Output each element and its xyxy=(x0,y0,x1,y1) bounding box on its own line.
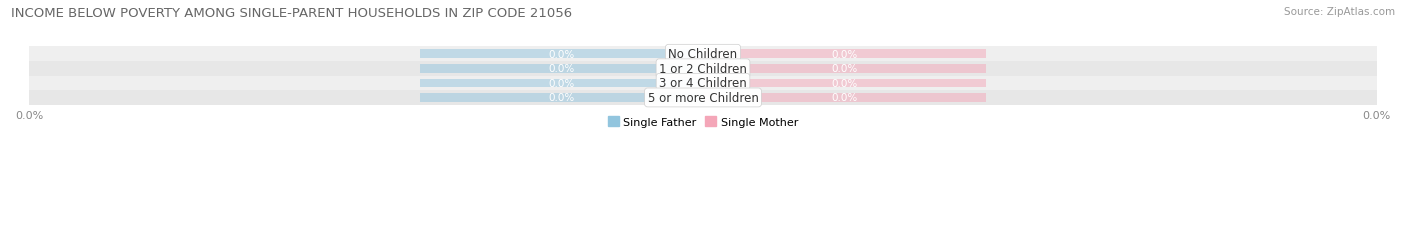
Bar xyxy=(703,79,986,88)
Text: 0.0%: 0.0% xyxy=(548,79,575,88)
Legend: Single Father, Single Mother: Single Father, Single Mother xyxy=(603,112,803,132)
Bar xyxy=(703,94,986,102)
Text: 0.0%: 0.0% xyxy=(548,93,575,103)
Text: 3 or 4 Children: 3 or 4 Children xyxy=(659,77,747,90)
Bar xyxy=(703,50,986,59)
Bar xyxy=(420,79,703,88)
Bar xyxy=(420,50,703,59)
Text: 0.0%: 0.0% xyxy=(831,79,858,88)
Text: 0.0%: 0.0% xyxy=(831,93,858,103)
Bar xyxy=(30,62,1376,76)
Text: No Children: No Children xyxy=(668,48,738,61)
Text: 0.0%: 0.0% xyxy=(831,64,858,74)
Bar xyxy=(703,65,986,73)
Bar xyxy=(30,91,1376,105)
Text: 0.0%: 0.0% xyxy=(548,49,575,60)
Text: 0.0%: 0.0% xyxy=(831,49,858,60)
Text: 5 or more Children: 5 or more Children xyxy=(648,91,758,104)
Bar xyxy=(420,94,703,102)
Bar xyxy=(30,76,1376,91)
Text: 1 or 2 Children: 1 or 2 Children xyxy=(659,63,747,76)
Bar xyxy=(420,65,703,73)
Text: INCOME BELOW POVERTY AMONG SINGLE-PARENT HOUSEHOLDS IN ZIP CODE 21056: INCOME BELOW POVERTY AMONG SINGLE-PARENT… xyxy=(11,7,572,20)
Text: 0.0%: 0.0% xyxy=(548,64,575,74)
Text: Source: ZipAtlas.com: Source: ZipAtlas.com xyxy=(1284,7,1395,17)
Bar xyxy=(30,47,1376,62)
